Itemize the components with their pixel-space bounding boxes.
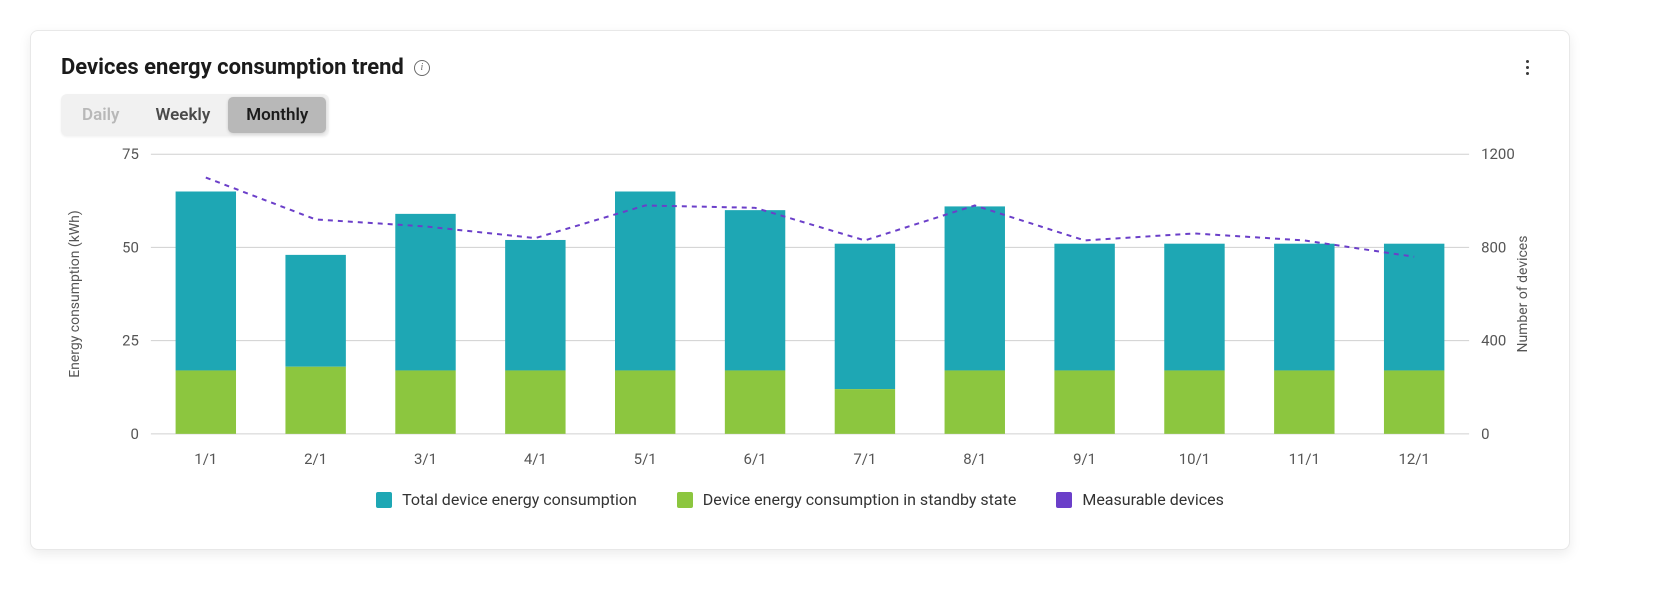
legend-swatch-standby [677,492,693,508]
bar-total [176,191,236,370]
bar-standby [725,370,785,433]
legend-label-standby: Device energy consumption in standby sta… [703,490,1017,509]
svg-text:75: 75 [122,145,139,163]
tab-monthly[interactable]: Monthly [228,97,326,133]
bar-standby [395,370,455,433]
chart-zone: 0 25 50 75 0 400 800 1200 1/1 2/1 3/1 4/1 5/1 6/1 7/1 8… [61,144,1539,484]
bar-standby [285,367,345,434]
bar-standby [835,389,895,434]
svg-text:4/1: 4/1 [524,450,547,468]
energy-trend-card: Devices energy consumption trend i Daily… [30,30,1570,550]
legend-standby: Device energy consumption in standby sta… [677,490,1017,509]
svg-text:400: 400 [1481,332,1506,350]
info-icon[interactable]: i [414,60,430,76]
svg-text:800: 800 [1481,238,1506,256]
svg-text:0: 0 [1481,425,1489,443]
y-axis-left-label: Energy consumption (kWh) [67,210,83,378]
bar-standby [176,370,236,433]
bar-standby [505,370,565,433]
svg-text:6/1: 6/1 [744,450,767,468]
svg-text:25: 25 [122,332,139,350]
title-wrap: Devices energy consumption trend i [61,55,430,80]
chart-svg: 0 25 50 75 0 400 800 1200 1/1 2/1 3/1 4/1 5/1 6/1 7/1 8… [61,144,1539,484]
legend-devices: Measurable devices [1056,490,1224,509]
svg-text:9/1: 9/1 [1073,450,1096,468]
bar-total [1054,244,1114,371]
svg-text:5/1: 5/1 [634,450,657,468]
svg-text:3/1: 3/1 [414,450,437,468]
bar-standby [1384,370,1444,433]
more-options-icon[interactable] [1515,56,1539,80]
legend-swatch-devices [1056,492,1072,508]
svg-text:2/1: 2/1 [304,450,327,468]
bar-total [1384,244,1444,371]
bar-total [1274,244,1334,371]
bar-total [725,210,785,370]
bar-standby [945,370,1005,433]
bar-standby [615,370,675,433]
svg-text:8/1: 8/1 [963,450,986,468]
svg-text:7/1: 7/1 [853,450,876,468]
svg-text:12/1: 12/1 [1398,450,1429,468]
svg-text:50: 50 [122,238,139,256]
svg-text:11/1: 11/1 [1289,450,1320,468]
bar-total [615,191,675,370]
period-tabs: Daily Weekly Monthly [61,94,329,136]
tab-daily[interactable]: Daily [64,97,137,133]
bar-standby [1164,370,1224,433]
bar-standby [1054,370,1114,433]
bar-total [395,214,455,371]
y-axis-right-label: Number of devices [1515,236,1531,353]
legend-total: Total device energy consumption [376,490,637,509]
bar-total [1164,244,1224,371]
chart-legend: Total device energy consumption Device e… [61,490,1539,509]
tab-weekly[interactable]: Weekly [137,97,228,133]
legend-label-devices: Measurable devices [1082,490,1224,509]
bar-total [285,255,345,367]
svg-text:1200: 1200 [1481,145,1515,163]
legend-swatch-total [376,492,392,508]
bar-standby [1274,370,1334,433]
legend-label-total: Total device energy consumption [402,490,637,509]
bar-total [945,206,1005,370]
card-title: Devices energy consumption trend [61,55,404,80]
svg-text:0: 0 [130,425,138,443]
bar-total [505,240,565,370]
svg-text:1/1: 1/1 [194,450,217,468]
svg-text:10/1: 10/1 [1179,450,1210,468]
card-header: Devices energy consumption trend i [61,55,1539,80]
bar-total [835,244,895,389]
devices-line [206,178,1414,257]
